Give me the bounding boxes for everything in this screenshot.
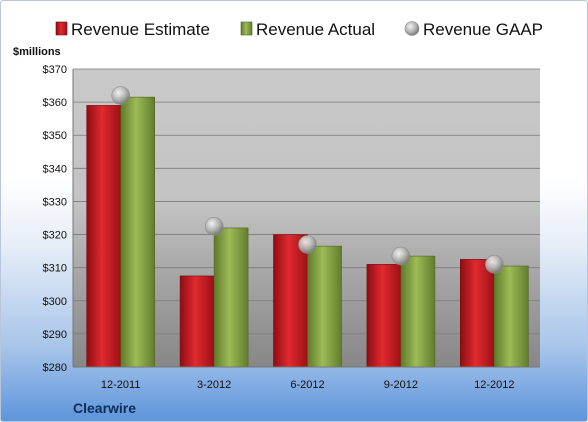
legend-label-actual: Revenue Actual (256, 20, 375, 39)
marker-revenue-gaap (391, 246, 411, 266)
legend-swatch-estimate (55, 21, 68, 36)
bar-revenue-estimate (179, 275, 215, 368)
legend-label-gaap: Revenue GAAP (423, 20, 543, 39)
legend-item-actual: Revenue Actual (240, 20, 375, 39)
legend: Revenue Estimate Revenue Actual Revenue … (55, 20, 543, 39)
bar-revenue-estimate (366, 264, 402, 368)
bar-revenue-actual (213, 227, 249, 368)
y-axis-unit-label: $millions (13, 46, 61, 58)
bar-revenue-actual (307, 245, 342, 368)
bars (86, 96, 529, 368)
bar-revenue-estimate (86, 105, 121, 368)
x-tick-label: 6-2012 (290, 379, 324, 391)
bar-revenue-estimate (273, 234, 308, 368)
y-tick-label: $350 (43, 130, 67, 142)
x-tick-label: 12-2011 (101, 379, 141, 391)
y-tick-label: $360 (43, 97, 67, 109)
bar-revenue-actual (493, 265, 529, 368)
legend-swatch-actual (240, 21, 253, 36)
marker-revenue-gaap (484, 255, 504, 274)
legend-item-gaap: Revenue GAAP (404, 20, 543, 39)
gaap-markers (111, 86, 504, 274)
bar-revenue-actual (400, 255, 436, 368)
y-axis-ticks: $280 $290 $300 $310 $320 $330 $340 $350 $360 $370 (43, 64, 67, 374)
y-tick-label: $290 (43, 329, 67, 341)
marker-revenue-gaap (204, 216, 224, 236)
y-tick-label: $300 (43, 296, 67, 308)
x-tick-label: 9-2012 (384, 379, 418, 391)
marker-revenue-gaap (298, 235, 317, 254)
y-tick-label: $280 (43, 362, 67, 374)
y-tick-label: $330 (43, 196, 67, 208)
marker-revenue-gaap (111, 86, 130, 105)
legend-label-estimate: Revenue Estimate (71, 20, 210, 39)
y-tick-label: $320 (43, 230, 67, 242)
company-label: Clearwire (73, 400, 136, 416)
y-tick-label: $370 (43, 64, 67, 76)
bar-revenue-estimate (459, 259, 495, 368)
x-tick-label: 3-2012 (197, 379, 231, 391)
bar-revenue-actual (120, 96, 155, 368)
legend-swatch-gaap (404, 21, 420, 36)
legend-item-estimate: Revenue Estimate (55, 20, 210, 39)
x-axis-ticks: 12-2011 3-2012 6-2012 9-2012 12-2012 (101, 379, 515, 391)
x-tick-label: 12-2012 (474, 379, 514, 391)
y-tick-label: $340 (43, 163, 67, 175)
y-tick-label: $310 (43, 263, 67, 275)
